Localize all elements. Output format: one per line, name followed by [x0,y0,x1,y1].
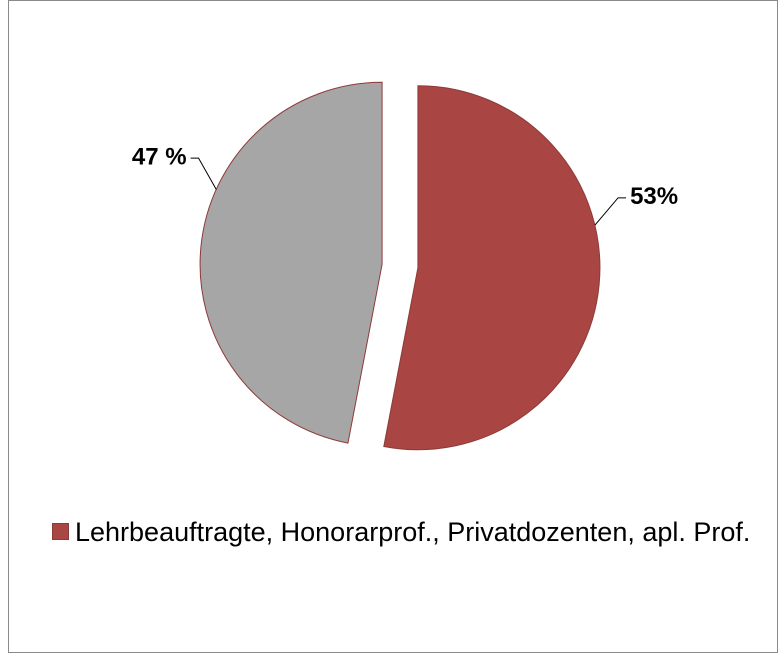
data-label: 47 % [132,144,187,171]
chart-frame [8,0,778,653]
leader-line [190,157,217,190]
legend: Lehrbeauftragte, Honorarprof., Privatdoz… [52,510,762,554]
legend-label: Lehrbeauftragte, Honorarprof., Privatdoz… [75,517,751,547]
legend-item: Lehrbeauftragte, Honorarprof., Privatdoz… [52,517,750,547]
leader-line [594,197,627,226]
pie-slice [199,81,383,444]
data-label: 53% [630,183,678,210]
legend-swatch [52,523,69,540]
pie-slice [383,85,601,451]
